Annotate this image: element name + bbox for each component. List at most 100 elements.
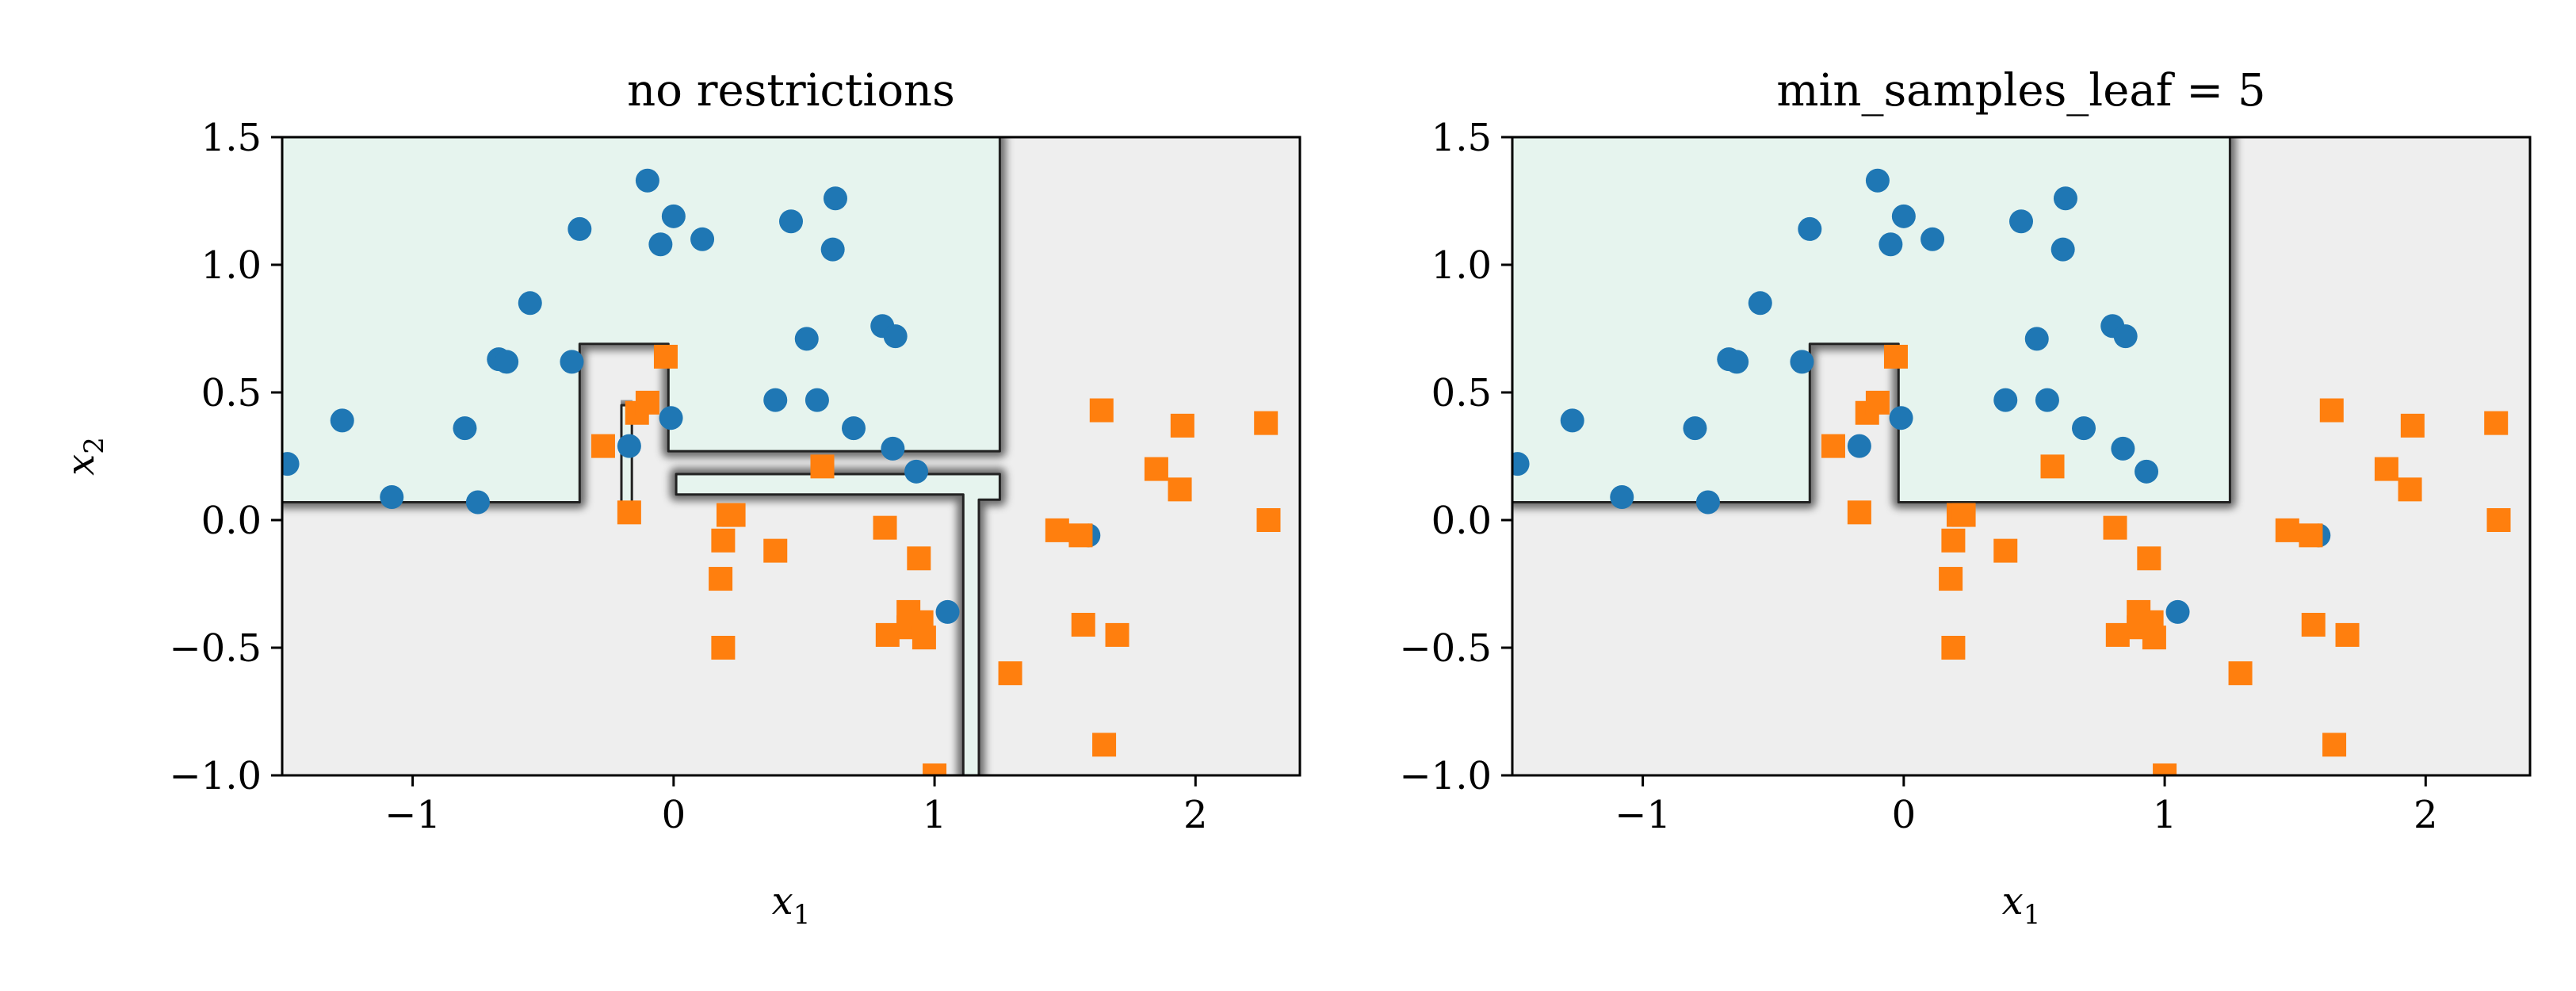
point-class1 — [2301, 613, 2326, 637]
point-class0 — [779, 209, 803, 234]
point-class1 — [1941, 528, 1966, 553]
point-class1 — [617, 500, 641, 525]
point-class0 — [282, 452, 300, 476]
point-class1 — [912, 626, 936, 650]
point-class0 — [820, 237, 845, 262]
point-class1 — [709, 567, 733, 591]
point-class1 — [590, 434, 615, 458]
x-axis-label: x1 — [772, 879, 811, 931]
point-class1 — [2374, 457, 2398, 481]
point-class0 — [617, 434, 641, 458]
point-class1 — [1045, 518, 1069, 542]
point-class1 — [1883, 344, 1908, 369]
point-class0 — [1683, 416, 1707, 441]
point-class0 — [648, 232, 673, 257]
y-tick-label: −0.5 — [1399, 626, 1492, 671]
point-class0 — [823, 186, 847, 211]
point-class1 — [763, 538, 788, 563]
point-class1 — [2275, 518, 2299, 542]
point-class1 — [923, 763, 947, 775]
point-class1 — [2103, 515, 2127, 540]
axes-frame — [281, 136, 1301, 777]
point-class1 — [2040, 454, 2065, 479]
y-axis-label-main: x — [59, 454, 103, 476]
chart-title: no restrictions — [627, 65, 955, 117]
point-class0 — [794, 327, 819, 351]
x-axis-label-main: x — [772, 879, 793, 924]
point-class0 — [2024, 327, 2049, 351]
y-tick-label: −1.0 — [1399, 754, 1492, 798]
point-class0 — [805, 388, 829, 412]
point-class1 — [998, 661, 1022, 686]
axes-frame — [1511, 136, 2532, 777]
point-class1 — [2299, 523, 2323, 548]
point-class1 — [2484, 411, 2509, 435]
point-class0 — [904, 459, 929, 484]
point-class1 — [1847, 500, 1871, 525]
point-class1 — [1939, 567, 1963, 591]
point-class0 — [1889, 406, 1913, 430]
point-class0 — [1725, 350, 1749, 374]
point-class1 — [2486, 508, 2511, 532]
point-class1 — [1068, 523, 1093, 548]
y-axis-label: x2 — [59, 437, 110, 476]
point-class1 — [2153, 763, 2177, 775]
x-tick-label: 1 — [2153, 793, 2177, 837]
point-class1 — [1941, 636, 1966, 660]
decision-boundary-0 — [282, 137, 1001, 503]
point-class1 — [1256, 508, 1281, 532]
point-class0 — [2053, 186, 2077, 211]
point-class1 — [1071, 613, 1095, 637]
point-class1 — [2137, 546, 2161, 571]
point-class0 — [1847, 434, 1871, 458]
y-tick-label: −0.5 — [169, 626, 262, 671]
point-class0 — [560, 350, 584, 374]
x-tick-label: −1 — [1615, 793, 1671, 837]
point-class1 — [873, 515, 897, 540]
point-class0 — [842, 416, 866, 441]
point-class0 — [1891, 204, 1916, 228]
point-class0 — [2072, 416, 2096, 441]
point-class0 — [518, 291, 542, 316]
y-tick-label: 0.0 — [1431, 499, 1492, 543]
y-axis-label-subscript: 2 — [78, 437, 110, 454]
y-tick-label: 1.5 — [1431, 116, 1492, 160]
x-tick-label: 2 — [1183, 793, 1208, 837]
point-class1 — [1865, 390, 1890, 415]
point-class1 — [1951, 503, 1976, 527]
point-class1 — [1089, 398, 1114, 423]
point-class1 — [2142, 626, 2166, 650]
point-class0 — [2035, 388, 2059, 412]
point-class0 — [2113, 324, 2138, 349]
point-class1 — [2322, 733, 2347, 757]
point-class1 — [711, 528, 736, 553]
point-class0 — [380, 485, 404, 510]
point-class1 — [635, 390, 659, 415]
point-class0 — [2165, 599, 2190, 624]
right-chart-panel: −1 0 1 2 −1.0 −0.5 0.0 0.5 1.0 1.5 min_samples_lea… — [1399, 65, 2532, 931]
point-class0 — [568, 216, 592, 241]
point-class0 — [690, 227, 715, 251]
point-class1 — [1170, 413, 1194, 438]
point-class1 — [1993, 538, 2018, 563]
y-tick-label: 1.5 — [201, 116, 262, 160]
point-class0 — [1695, 490, 1720, 515]
point-class0 — [635, 168, 659, 193]
point-class0 — [2050, 237, 2075, 262]
point-class1 — [2228, 661, 2253, 686]
point-class0 — [661, 204, 686, 228]
point-class0 — [935, 599, 960, 624]
point-class1 — [907, 546, 931, 571]
point-class0 — [1748, 291, 1772, 316]
x-tick-label: 0 — [662, 793, 686, 837]
point-class0 — [1790, 350, 1814, 374]
point-class0 — [763, 388, 788, 412]
point-class0 — [1921, 227, 1945, 251]
point-class1 — [2319, 398, 2344, 423]
y-tick-label: 0.5 — [1431, 371, 1492, 415]
point-class1 — [875, 622, 900, 647]
point-class0 — [1878, 232, 1903, 257]
y-tick-label: 1.0 — [1431, 243, 1492, 288]
x-tick-label: −1 — [384, 793, 441, 837]
